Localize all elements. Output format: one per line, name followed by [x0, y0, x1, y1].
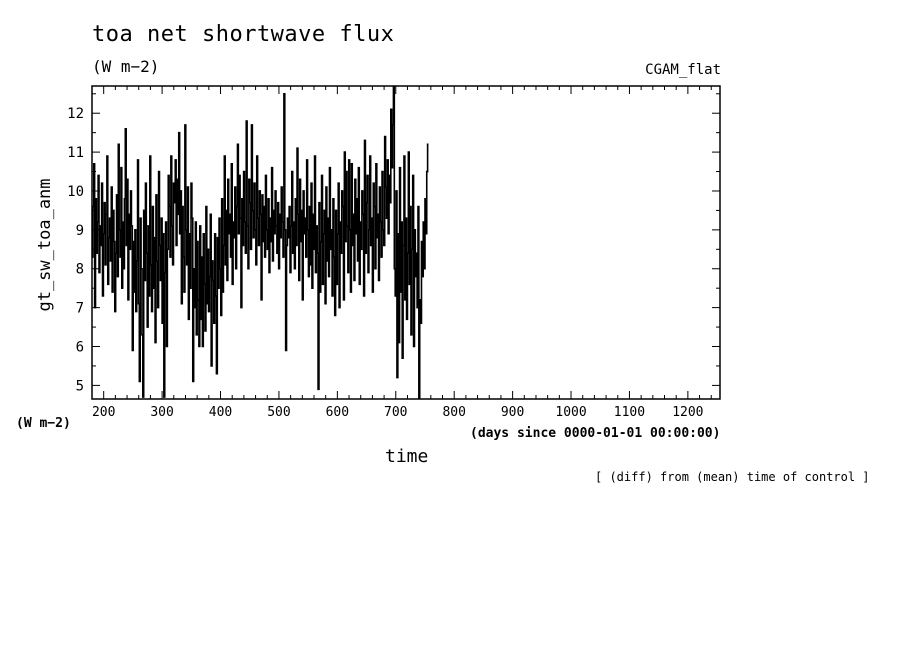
run-label: CGAM_flat [645, 62, 721, 78]
plot-area [91, 85, 721, 400]
x-tick-label: 400 [209, 405, 232, 420]
chart-units: (W m−2) [92, 57, 160, 76]
series-group [92, 86, 429, 399]
y-tick-label: 9 [76, 223, 84, 239]
axis-ticks: 200 300 400 500 600 700 800 900 1000 1100 1200 5 6 7 8… [67, 86, 720, 420]
plot-frame [91, 85, 721, 400]
x-tick-label: 700 [384, 405, 407, 420]
x-tick-label: 800 [442, 405, 465, 420]
y-axis-units: (W m−2) [16, 416, 71, 431]
x-axis-units: (days since 0000-01-01 00:00:00) [470, 426, 721, 441]
x-tick-label: 300 [150, 405, 173, 420]
y-axis-label: gt_sw_toa_anm [35, 178, 55, 311]
y-tick-label: 8 [76, 262, 84, 278]
x-tick-label: 600 [326, 405, 349, 420]
x-tick-label: 1200 [672, 405, 703, 420]
y-tick-label: 7 [76, 301, 84, 317]
y-tick-label: 11 [67, 145, 84, 161]
x-tick-label: 200 [92, 405, 115, 420]
x-tick-label: 1100 [614, 405, 645, 420]
y-tick-label: 6 [76, 340, 84, 356]
comparison-note: [ (diff) from (mean) time of control ] [595, 470, 870, 484]
x-axis-label: time [385, 446, 429, 467]
series-line [92, 86, 429, 399]
y-tick-label: 5 [76, 378, 84, 394]
x-tick-label: 500 [267, 405, 290, 420]
x-tick-label: 900 [501, 405, 524, 420]
x-tick-label: 1000 [555, 405, 586, 420]
chart-title: toa net shortwave flux [92, 22, 395, 47]
y-tick-label: 12 [67, 106, 84, 122]
y-tick-label: 10 [67, 184, 84, 200]
